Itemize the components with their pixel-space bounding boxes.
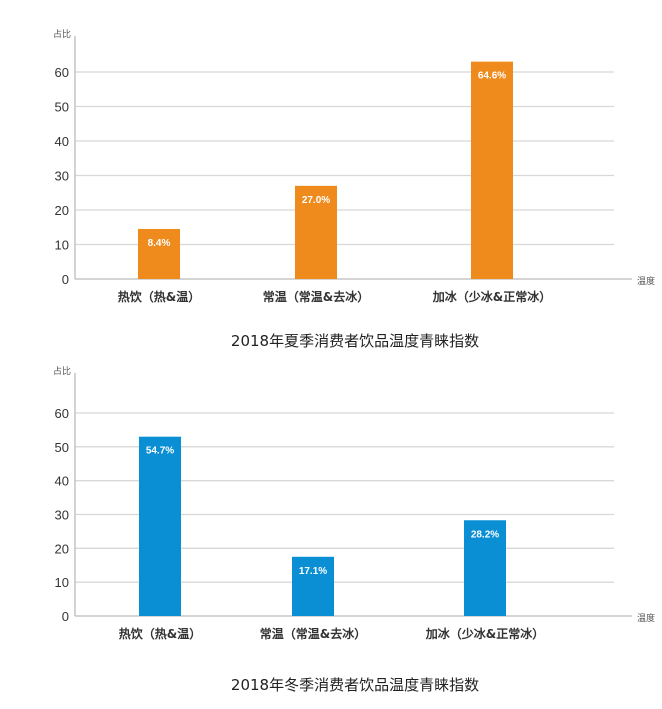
chart-title: 2018年夏季消费者饮品温度青睐指数 bbox=[231, 332, 479, 350]
bar bbox=[139, 436, 181, 616]
y-tick-label: 40 bbox=[55, 474, 69, 489]
bar bbox=[295, 185, 337, 279]
bar bbox=[464, 520, 506, 616]
y-tick-label: 20 bbox=[55, 541, 69, 556]
y-tick-label: 40 bbox=[55, 134, 69, 149]
y-axis-label: 占比 bbox=[53, 28, 71, 40]
y-tick-label: 30 bbox=[55, 508, 69, 523]
x-tick-label: 常温（常温&去冰） bbox=[263, 289, 369, 304]
y-tick-label: 30 bbox=[55, 169, 69, 184]
bar bbox=[471, 61, 513, 280]
y-tick-label: 0 bbox=[62, 272, 69, 287]
x-tick-label: 热饮（热&温） bbox=[119, 626, 201, 641]
chart-title: 2018年冬季消费者饮品温度青睐指数 bbox=[231, 676, 479, 694]
data-label: 54.7% bbox=[146, 446, 174, 457]
data-label: 27.0% bbox=[302, 195, 330, 206]
x-tick-label: 热饮（热&温） bbox=[118, 289, 200, 304]
y-axis-label: 占比 bbox=[53, 365, 71, 377]
data-label: 64.6% bbox=[478, 71, 506, 82]
x-tick-label: 加冰（少冰&正常冰） bbox=[432, 289, 551, 304]
y-tick-label: 60 bbox=[55, 65, 69, 80]
y-tick-label: 60 bbox=[55, 406, 69, 421]
data-label: 17.1% bbox=[299, 566, 327, 577]
y-tick-label: 0 bbox=[62, 609, 69, 624]
data-label: 8.4% bbox=[148, 238, 171, 249]
x-axis-label: 温度 bbox=[637, 612, 655, 624]
x-tick-label: 常温（常温&去冰） bbox=[260, 626, 366, 641]
x-tick-label: 加冰（少冰&正常冰） bbox=[425, 626, 544, 641]
bar bbox=[138, 228, 180, 279]
y-tick-label: 50 bbox=[55, 440, 69, 455]
y-tick-label: 10 bbox=[55, 238, 69, 253]
x-axis-label: 温度 bbox=[637, 275, 655, 287]
y-tick-label: 10 bbox=[55, 575, 69, 590]
y-tick-label: 50 bbox=[55, 100, 69, 115]
y-tick-label: 20 bbox=[55, 203, 69, 218]
bar bbox=[292, 556, 334, 616]
data-label: 28.2% bbox=[471, 529, 499, 540]
